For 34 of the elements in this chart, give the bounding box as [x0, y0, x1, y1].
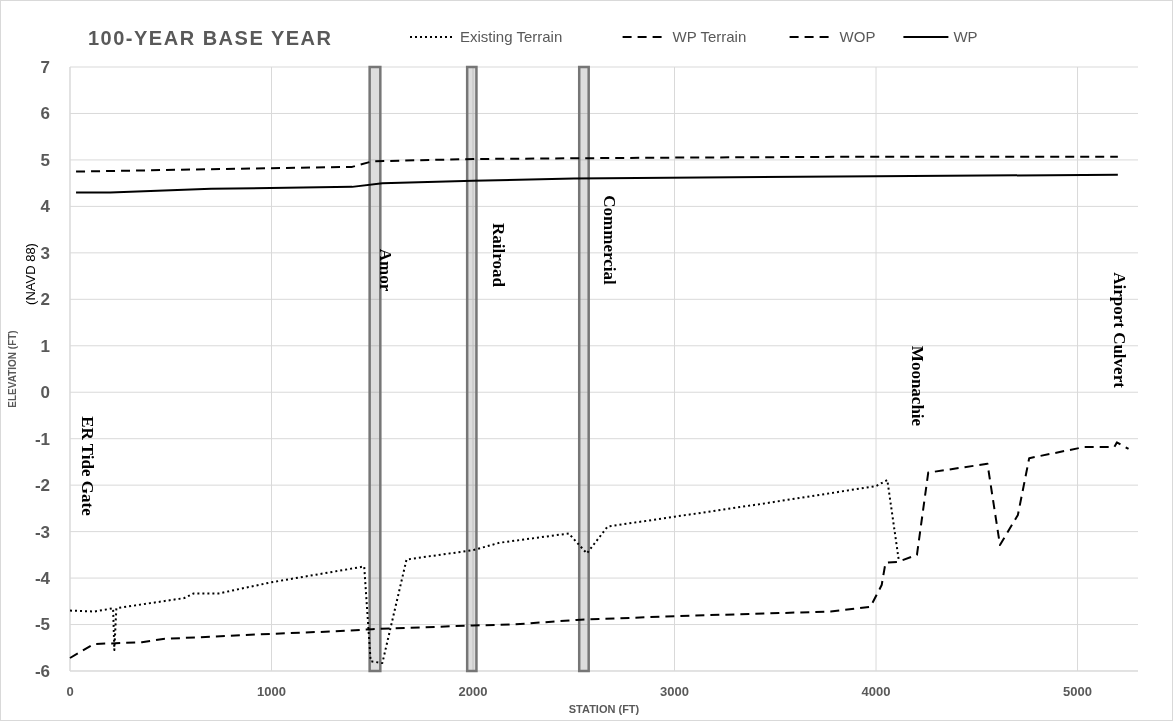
y-tick-label: -6 [34, 661, 50, 681]
y-axis-title: ELEVATION (FT) [7, 330, 18, 408]
y-tick-label: 3 [40, 243, 50, 263]
x-tick-label: 1000 [257, 684, 286, 699]
legend-label: Existing Terrain [460, 28, 563, 45]
text: (NAVD 88) [22, 243, 38, 305]
legend-label: WOP [839, 28, 876, 45]
annotation: Moonachie [908, 345, 928, 427]
x-tick-label: 0 [66, 684, 74, 699]
y-tick-label: 2 [40, 290, 50, 310]
annotation: Commercial [600, 195, 620, 285]
y-tick-label: -5 [34, 615, 50, 635]
y-tick-label: 7 [40, 57, 50, 77]
y-tick-label: -1 [34, 429, 50, 449]
x-tick-label: 2000 [458, 684, 488, 699]
legend-label: WP Terrain [672, 28, 747, 45]
annotation: Railroad [489, 223, 509, 288]
x-tick-label: 4000 [861, 684, 891, 699]
x-axis-title: STATION (FT) [568, 703, 640, 715]
y-tick-label: 5 [40, 150, 50, 170]
chart-title: 100-YEAR BASE YEAR [88, 27, 333, 49]
y-tick-label: 0 [40, 383, 50, 403]
y-tick-label: 4 [40, 197, 51, 217]
x-tick-label: 5000 [1063, 684, 1093, 699]
y-tick-label: 1 [40, 336, 50, 356]
annotation: Amor [376, 248, 396, 292]
y-tick-label: 6 [40, 104, 50, 124]
y-tick-label: -2 [34, 476, 50, 496]
y-tick-label: -3 [34, 522, 50, 542]
annotation: ER Tide Gate [78, 416, 98, 517]
annotation: Airport Culvert [1110, 272, 1130, 389]
legend-label: WP [953, 28, 978, 45]
x-tick-label: 3000 [660, 684, 689, 699]
y-tick-label: -4 [34, 569, 51, 589]
